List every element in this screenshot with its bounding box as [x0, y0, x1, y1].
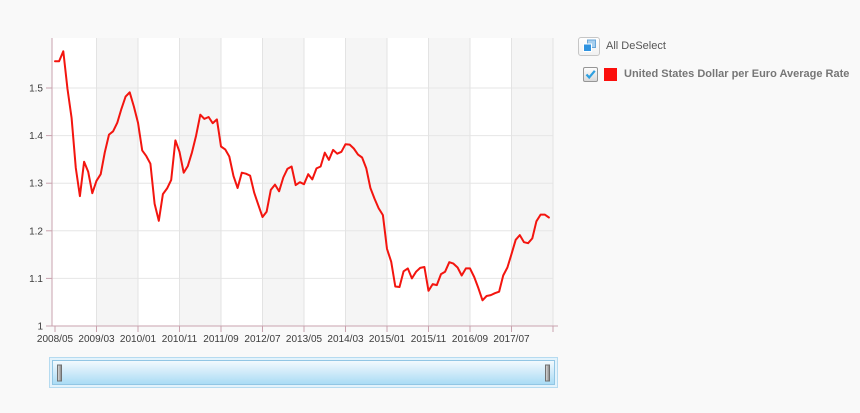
- range-scrollbar-track[interactable]: [52, 360, 555, 385]
- x-tick-label: 2010/01: [120, 334, 157, 345]
- series-checkbox[interactable]: [583, 66, 598, 82]
- alt-band: [96, 38, 138, 326]
- range-grip-right[interactable]: [545, 364, 550, 381]
- legend-series-row: United States Dollar per Euro Average Ra…: [578, 64, 853, 84]
- x-tick-label: 2013/05: [286, 334, 323, 345]
- x-tick-label: 2012/07: [244, 334, 281, 345]
- range-scrollbar[interactable]: [49, 357, 558, 388]
- alt-band: [345, 38, 387, 326]
- alt-band: [179, 38, 221, 326]
- series-color-swatch[interactable]: [604, 67, 617, 81]
- y-tick-label: 1.4: [29, 131, 43, 142]
- x-tick-label: 2014/03: [327, 334, 364, 345]
- y-tick-label: 1.5: [29, 84, 43, 95]
- chart-area: 1 1.1 1.2 1.3 1.4 1.5 2008/05 2009/03 2010/01 201…: [0, 0, 580, 352]
- range-grip-left[interactable]: [57, 364, 62, 381]
- layers-icon: [582, 39, 596, 52]
- y-tick-label: 1.2: [29, 226, 43, 237]
- usd-eur-line-chart[interactable]: 1 1.1 1.2 1.3 1.4 1.5 2008/05 2009/03 2010/01 201…: [0, 0, 580, 352]
- all-deselect-label[interactable]: All DeSelect: [606, 40, 666, 52]
- x-tick-label: 2016/09: [452, 334, 489, 345]
- y-tick-label: 1: [37, 322, 43, 333]
- x-tick-label: 2017/07: [493, 334, 530, 345]
- alt-band: [262, 38, 304, 326]
- alt-band: [428, 38, 470, 326]
- x-tick-label: 2015/11: [411, 334, 447, 345]
- alt-band: [511, 38, 553, 326]
- all-deselect-button[interactable]: [578, 36, 600, 56]
- chart-legend: All DeSelect United States Dollar per Eu…: [578, 36, 853, 84]
- y-tick-label: 1.1: [29, 274, 43, 285]
- y-tick-label: 1.3: [29, 179, 43, 190]
- checkmark-icon: [585, 69, 596, 79]
- x-tick-label: 2015/01: [369, 334, 406, 345]
- x-tick-label: 2010/11: [162, 334, 198, 345]
- series-line: [54, 50, 550, 302]
- series-label[interactable]: United States Dollar per Euro Average Ra…: [624, 68, 850, 80]
- x-tick-label: 2011/09: [203, 334, 239, 345]
- x-tick-label: 2008/05: [37, 334, 74, 345]
- x-tick-label: 2009/03: [78, 334, 115, 345]
- legend-deselect-row: All DeSelect: [578, 36, 853, 56]
